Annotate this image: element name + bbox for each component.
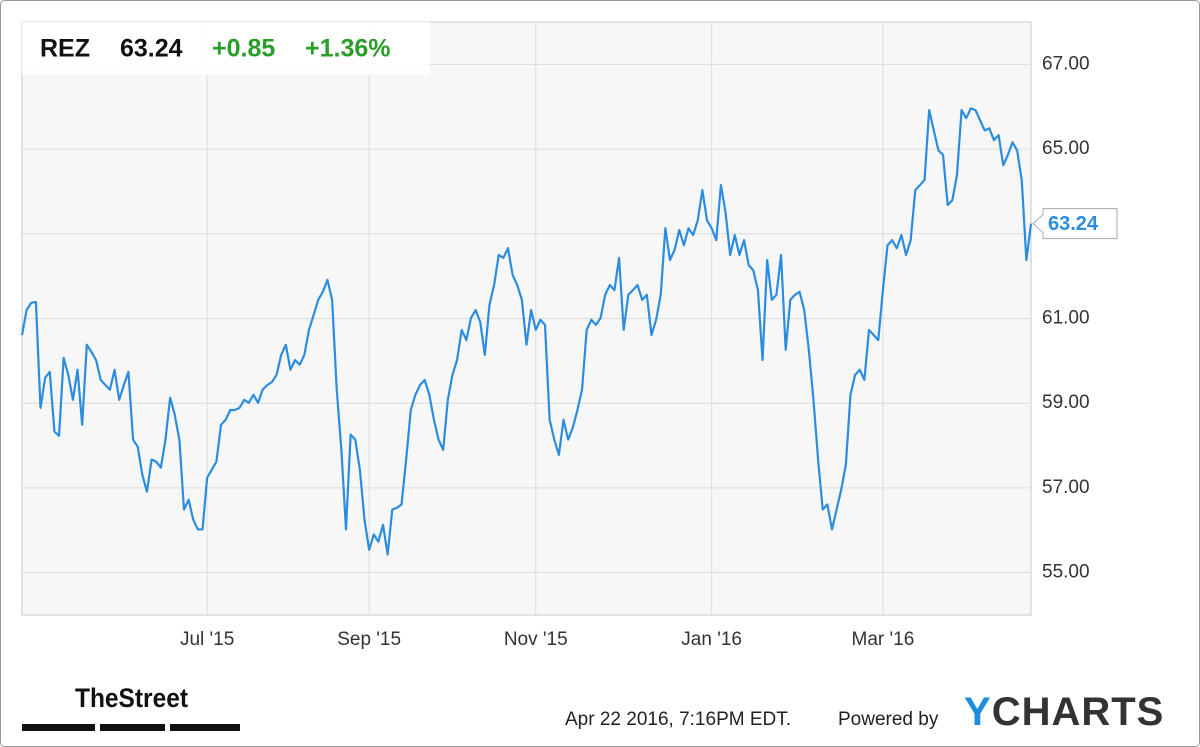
timestamp: Apr 22 2016, 7:16PM EDT. (565, 709, 791, 730)
brand-logo: YCHARTS (964, 690, 1165, 734)
price: 63.24 (120, 35, 183, 63)
y-tick-label: 59.00 (1042, 392, 1090, 413)
change: +0.85 (212, 35, 275, 63)
y-tick-label: 55.00 (1042, 562, 1090, 583)
y-tick-label: 65.00 (1042, 138, 1090, 159)
x-tick-label: Mar '16 (852, 629, 915, 650)
header-box (22, 22, 430, 75)
last-value-label: 63.24 (1048, 213, 1099, 235)
ticker: REZ (40, 35, 90, 63)
source-logo: TheStreet (75, 683, 188, 713)
logo-bar (22, 724, 95, 731)
price-line (20, 107, 1033, 556)
x-tick-label: Jan '16 (681, 629, 742, 650)
series (20, 107, 1033, 556)
logo-bar (170, 724, 240, 731)
powered-by: Powered by (838, 709, 939, 730)
logo-bar (100, 724, 165, 731)
last-value-callout (1032, 208, 1118, 240)
y-tick-label: 61.00 (1042, 308, 1090, 329)
x-tick-label: Jul '15 (180, 629, 234, 650)
change-percent: +1.36% (305, 35, 391, 63)
x-tick-label: Nov '15 (504, 629, 568, 650)
y-tick-label: 57.00 (1042, 477, 1090, 498)
x-tick-label: Sep '15 (337, 629, 401, 650)
y-tick-label: 67.00 (1042, 53, 1090, 74)
